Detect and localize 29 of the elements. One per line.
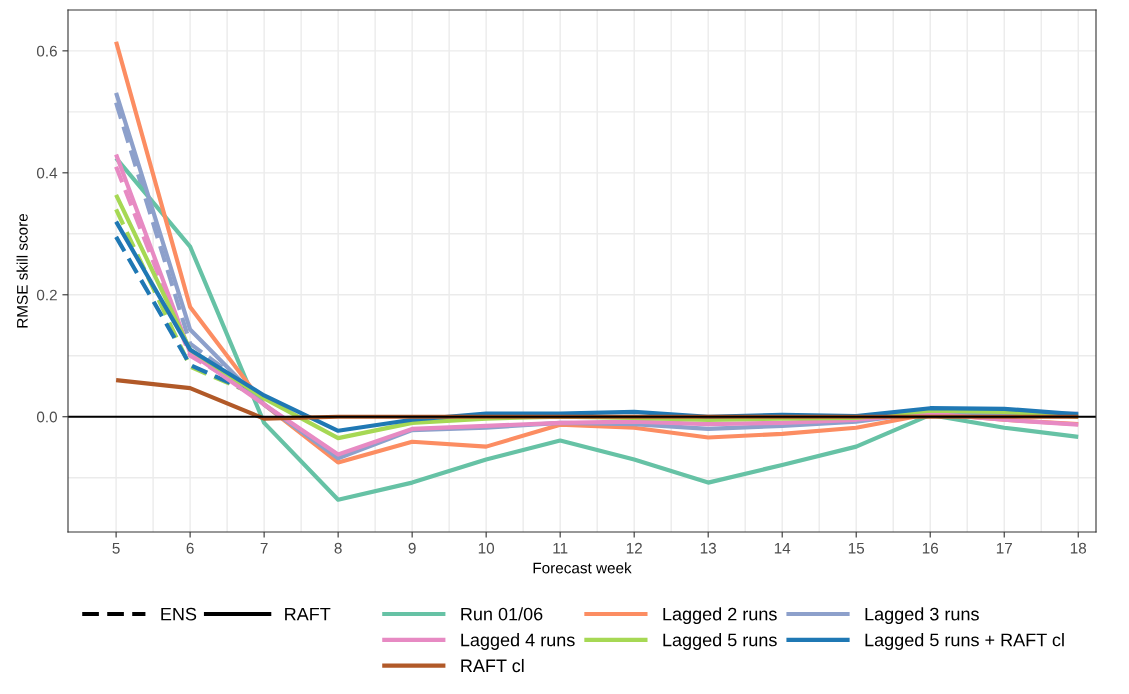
y-tick-label: 0.6 — [36, 45, 57, 57]
x-tick-label: 15 — [848, 542, 865, 554]
x-tick-label: 9 — [408, 542, 416, 554]
x-tick-label: 7 — [260, 542, 268, 554]
x-tick-label: 14 — [774, 542, 791, 554]
legend-label: Lagged 3 runs — [865, 607, 979, 625]
legend-label: Lagged 2 runs — [663, 607, 777, 625]
x-tick-label: 12 — [626, 542, 642, 554]
legend-label: Lagged 5 runs — [663, 633, 777, 650]
x-tick-label: 11 — [553, 542, 568, 554]
x-tick-label: 16 — [922, 542, 939, 554]
y-axis-title: RMSE skill score — [16, 213, 28, 328]
y-tick-label: 0.0 — [36, 411, 57, 423]
x-axis-title: Forecast week — [533, 562, 632, 574]
x-tick-label: 10 — [478, 542, 495, 554]
legend-label: Run 01/06 — [461, 607, 543, 621]
legend-label: Lagged 4 runs — [461, 633, 575, 650]
x-tick-label: 5 — [112, 542, 120, 554]
legend-label: Lagged 5 runs + RAFT cl — [865, 633, 1064, 650]
x-tick-label: 18 — [1070, 542, 1087, 554]
legend-label: RAFT cl — [461, 658, 524, 673]
y-tick-label: 0.4 — [36, 167, 58, 179]
x-tick-label: 6 — [186, 542, 194, 554]
x-tick-label: 8 — [334, 542, 342, 554]
x-tick-label: 17 — [996, 542, 1012, 554]
y-tick-label: 0.2 — [36, 289, 57, 301]
text: ENS — [161, 607, 197, 621]
x-tick-label: 13 — [700, 542, 717, 554]
text: RAFT — [285, 607, 331, 621]
